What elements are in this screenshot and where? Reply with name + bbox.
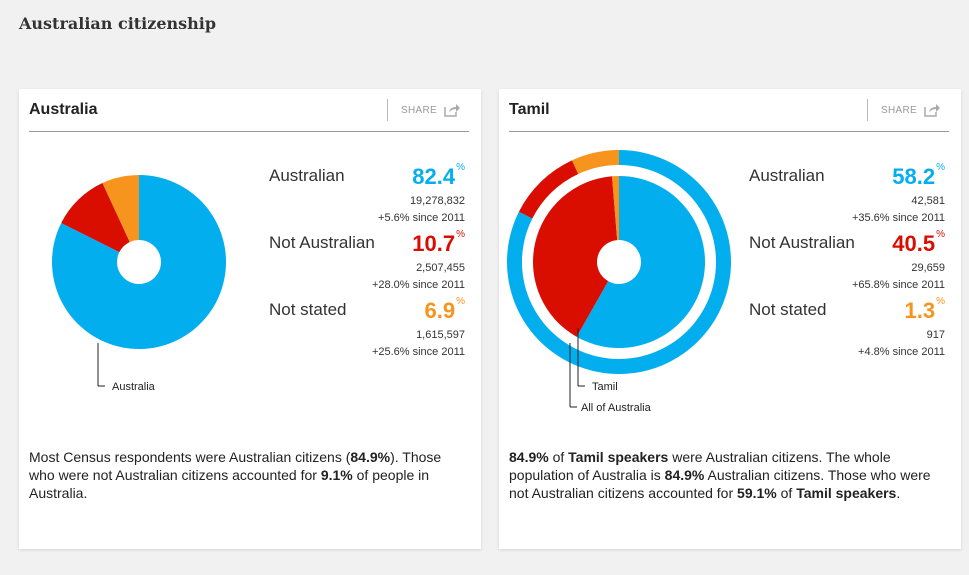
pie-slice-not-stated xyxy=(102,175,139,243)
card-tamil: Tamil SHARE Tamil All of Australia Austr… xyxy=(499,89,961,549)
stat-label: Australian xyxy=(269,166,345,185)
highlight-text: Tamil speakers xyxy=(796,485,897,501)
percent-sign: % xyxy=(456,229,465,240)
stat-change: +4.8% since 2011 xyxy=(858,346,945,358)
highlight-text: 9.1% xyxy=(320,467,353,483)
highlight-text: 84.9% xyxy=(664,467,705,483)
pie-slice-australian xyxy=(51,175,226,349)
card-header: Australia SHARE xyxy=(29,89,469,132)
card-title: Australia xyxy=(29,101,98,118)
share-label: SHARE xyxy=(401,104,437,116)
share-icon xyxy=(924,104,940,117)
callout-label: Australia xyxy=(112,381,156,393)
stat-count: 1,615,597 xyxy=(416,329,465,341)
stat-change: +28.0% since 2011 xyxy=(371,279,465,291)
stat-percent: 58.2% xyxy=(892,162,945,189)
highlight-text: 84.9% xyxy=(350,449,391,465)
stat-percent: 40.5% xyxy=(892,229,945,256)
page-title: Australian citizenship xyxy=(19,14,217,33)
card-australia: Australia SHARE Australia Australian 82.4… xyxy=(19,89,481,549)
stat-label: Not Australian xyxy=(749,233,855,252)
highlight-text: Tamil speakers xyxy=(568,449,669,465)
inner-slice-australian xyxy=(576,176,705,348)
stat-percent: 1.3% xyxy=(904,296,946,323)
highlight-text: 59.1% xyxy=(737,485,777,501)
stat-label: Australian xyxy=(749,166,825,185)
callout-label: Tamil xyxy=(592,381,618,393)
stat-label: Not stated xyxy=(269,300,347,319)
description: 84.9% of Tamil speakers were Australian … xyxy=(509,449,931,501)
stat-label: Not stated xyxy=(749,300,827,319)
inner-slice-not-australian xyxy=(533,176,618,337)
card-header: Tamil SHARE xyxy=(509,89,949,132)
stat-count: 42,581 xyxy=(911,195,945,207)
stat-percent: 10.7% xyxy=(412,229,465,256)
description: Most Census respondents were Australian … xyxy=(29,449,442,501)
percent-sign: % xyxy=(456,296,465,307)
stat-percent: 82.4% xyxy=(412,162,465,189)
stat-change: +35.6% since 2011 xyxy=(851,212,945,224)
outer-slice-not-stated xyxy=(571,150,619,174)
stat-count: 917 xyxy=(926,329,945,341)
stat-change: +65.8% since 2011 xyxy=(851,279,945,291)
stat-percent: 6.9% xyxy=(424,296,466,323)
stat-change: +25.6% since 2011 xyxy=(371,346,465,358)
share-label: SHARE xyxy=(881,104,917,116)
stat-change: +5.6% since 2011 xyxy=(378,212,465,224)
percent-sign: % xyxy=(936,296,945,307)
pie-chart: Tamil All of Australia xyxy=(507,150,731,414)
share-button[interactable]: SHARE xyxy=(387,99,461,121)
stat-label: Not Australian xyxy=(269,233,375,252)
pie-slice-not-australian xyxy=(61,183,130,253)
share-button[interactable]: SHARE xyxy=(867,99,941,121)
stat-count: 29,659 xyxy=(911,262,945,274)
highlight-text: 84.9% xyxy=(509,449,549,465)
stat-count: 19,278,832 xyxy=(409,195,465,207)
percent-sign: % xyxy=(936,229,945,240)
percent-sign: % xyxy=(936,162,945,173)
callout-label: All of Australia xyxy=(581,402,652,414)
inner-slice-not-stated xyxy=(611,176,619,241)
card-title: Tamil xyxy=(509,101,550,118)
share-icon xyxy=(444,104,460,117)
pie-chart: Australia xyxy=(51,175,226,393)
stat-count: 2,507,455 xyxy=(416,262,465,274)
outer-slice-not-australian xyxy=(518,160,579,219)
percent-sign: % xyxy=(456,162,465,173)
